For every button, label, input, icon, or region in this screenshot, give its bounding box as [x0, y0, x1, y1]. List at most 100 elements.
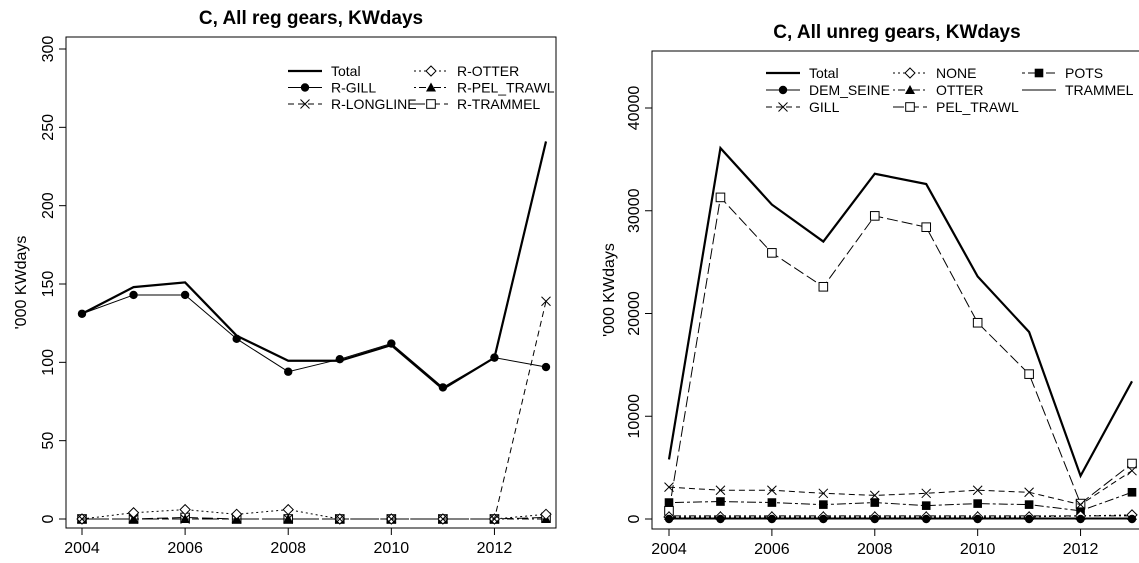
right-series-pots-point	[767, 498, 777, 507]
right-series-group	[663, 145, 1138, 524]
right-series-dem-seine-point	[870, 514, 879, 524]
left-legend-marker	[300, 83, 310, 92]
right-plot-frame	[651, 50, 1139, 530]
left-series-r-otter-point	[540, 508, 552, 521]
left-series-r-longline-line	[82, 301, 547, 520]
right-series-gill-point	[972, 485, 983, 496]
left-series-r-longline-point	[541, 296, 551, 307]
right-series-dem-seine-point	[1076, 514, 1085, 524]
left-series-r-longline	[77, 296, 551, 524]
left-series-r-otter-line	[81, 509, 547, 520]
left-y-tick-label: 200	[40, 192, 57, 219]
right-legend-item-gill: GILL	[766, 99, 840, 115]
left-series-total-line	[81, 141, 548, 391]
left-series-r-longline-point	[77, 514, 87, 524]
left-y-tick-label: 100	[40, 349, 57, 376]
left-legend-item-r-otter: R-OTTER	[414, 63, 519, 79]
left-series-r-otter-point	[282, 503, 294, 516]
right-series-pel-trawl-point	[767, 248, 777, 258]
right-series-pots-point	[1024, 500, 1034, 509]
right-series-dem-seine-point	[664, 514, 674, 524]
right-series-dem-seine-point	[767, 514, 777, 524]
left-x-tick-label: 2008	[270, 540, 306, 557]
left-chart: 2004 2006 2008 2010 2012 0 50 100 150 200 250 300 '0…	[13, 36, 557, 557]
left-series-r-longline-point	[128, 514, 139, 524]
right-legend-marker	[904, 67, 916, 79]
right-series-dem-seine-point	[716, 514, 725, 524]
right-series-pots-point	[870, 498, 880, 507]
right-legend-item-trammel: TRAMMEL	[1022, 82, 1134, 98]
left-series-r-gill-point	[284, 367, 293, 376]
left-y-axis-label: '000 KWdays	[13, 236, 30, 330]
right-y-axis-label: '000 KWdays	[601, 243, 618, 337]
right-series-dem-seine	[664, 514, 1137, 524]
right-legend-label: DEM_SEINE	[809, 82, 890, 98]
left-series-r-longline-point	[283, 514, 294, 524]
right-series-dem-seine-point	[973, 514, 982, 524]
right-series-gill-point	[869, 490, 880, 501]
right-x-tick-label: 2004	[651, 541, 687, 558]
right-legend-marker	[778, 102, 788, 112]
left-series-r-longline-point	[438, 514, 448, 524]
right-legend-label: POTS	[1065, 65, 1103, 81]
left-series-group	[76, 141, 552, 525]
left-y-axis: 0 50 100 150 200 250 300	[40, 36, 66, 523]
right-series-pots	[664, 487, 1137, 516]
right-x-axis: 2004 2006 2008 2010 2012	[651, 529, 1098, 558]
right-y-tick-label: 30000	[626, 188, 643, 233]
right-series-gill-point	[1024, 487, 1034, 498]
right-series-none-line	[669, 514, 1133, 518]
right-series-gill-point	[1127, 465, 1137, 476]
left-legend-label: R-GILL	[331, 80, 376, 96]
right-legend-label: NONE	[936, 65, 976, 81]
right-series-pots-point	[973, 499, 982, 508]
left-legend-label: R-LONGLINE	[331, 96, 417, 112]
right-series-gill-point	[715, 485, 726, 496]
left-series-r-otter	[76, 503, 552, 525]
right-series-pots-point	[819, 500, 828, 509]
left-legend-item-r-gill: R-GILL	[288, 80, 376, 96]
left-legend-item-r-trammel: R-TRAMMEL	[414, 96, 540, 112]
right-legend-item-none: NONE	[893, 65, 976, 81]
right-legend-item-total: Total	[766, 65, 839, 81]
left-series-r-otter-point	[179, 503, 191, 516]
left-plot-frame	[65, 36, 557, 529]
right-legend-item-pots: POTS	[1022, 65, 1103, 81]
right-y-tick-label: 20000	[626, 291, 643, 336]
right-x-tick-label: 2006	[754, 541, 790, 558]
right-legend-marker	[905, 102, 915, 112]
left-legend-marker	[300, 99, 310, 109]
left-series-r-gill-point	[129, 290, 138, 300]
right-series-pel-trawl	[664, 192, 1137, 516]
right-series-pel-trawl-point	[921, 222, 932, 232]
right-x-tick-label: 2012	[1063, 541, 1099, 558]
left-y-tick-label: 0	[40, 514, 57, 523]
right-series-pel-trawl-point	[869, 211, 880, 221]
right-legend-item-dem-seine: DEM_SEINE	[766, 82, 890, 98]
right-series-dem-seine-point	[1024, 514, 1034, 524]
right-series-pots-point	[664, 498, 674, 507]
right-legend-label: OTTER	[936, 82, 983, 98]
left-series-r-longline-point	[180, 514, 190, 524]
left-legend-marker	[426, 99, 436, 109]
left-series-r-gill-point	[438, 383, 448, 392]
right-legend-label: TRAMMEL	[1065, 82, 1134, 98]
left-series-r-gill	[77, 290, 551, 392]
right-legend-item-otter: OTTER	[893, 82, 983, 98]
left-series-r-longline-point	[334, 514, 345, 524]
right-legend-marker	[1034, 68, 1044, 78]
right-legend-label: Total	[809, 65, 839, 81]
left-legend-item-r-longline: R-LONGLINE	[288, 96, 417, 112]
right-series-pots-point	[716, 497, 725, 506]
left-series-r-longline-point	[386, 514, 397, 524]
right-legend-label: PEL_TRAWL	[936, 99, 1019, 115]
left-x-axis: 2004 2006 2008 2010 2012	[64, 528, 512, 557]
right-series-pots-point	[921, 501, 931, 510]
right-series-pel-trawl-point	[1127, 458, 1137, 469]
right-legend-marker	[778, 85, 788, 95]
left-series-r-gill-line	[81, 294, 547, 389]
left-series-r-gill-point	[180, 290, 190, 300]
